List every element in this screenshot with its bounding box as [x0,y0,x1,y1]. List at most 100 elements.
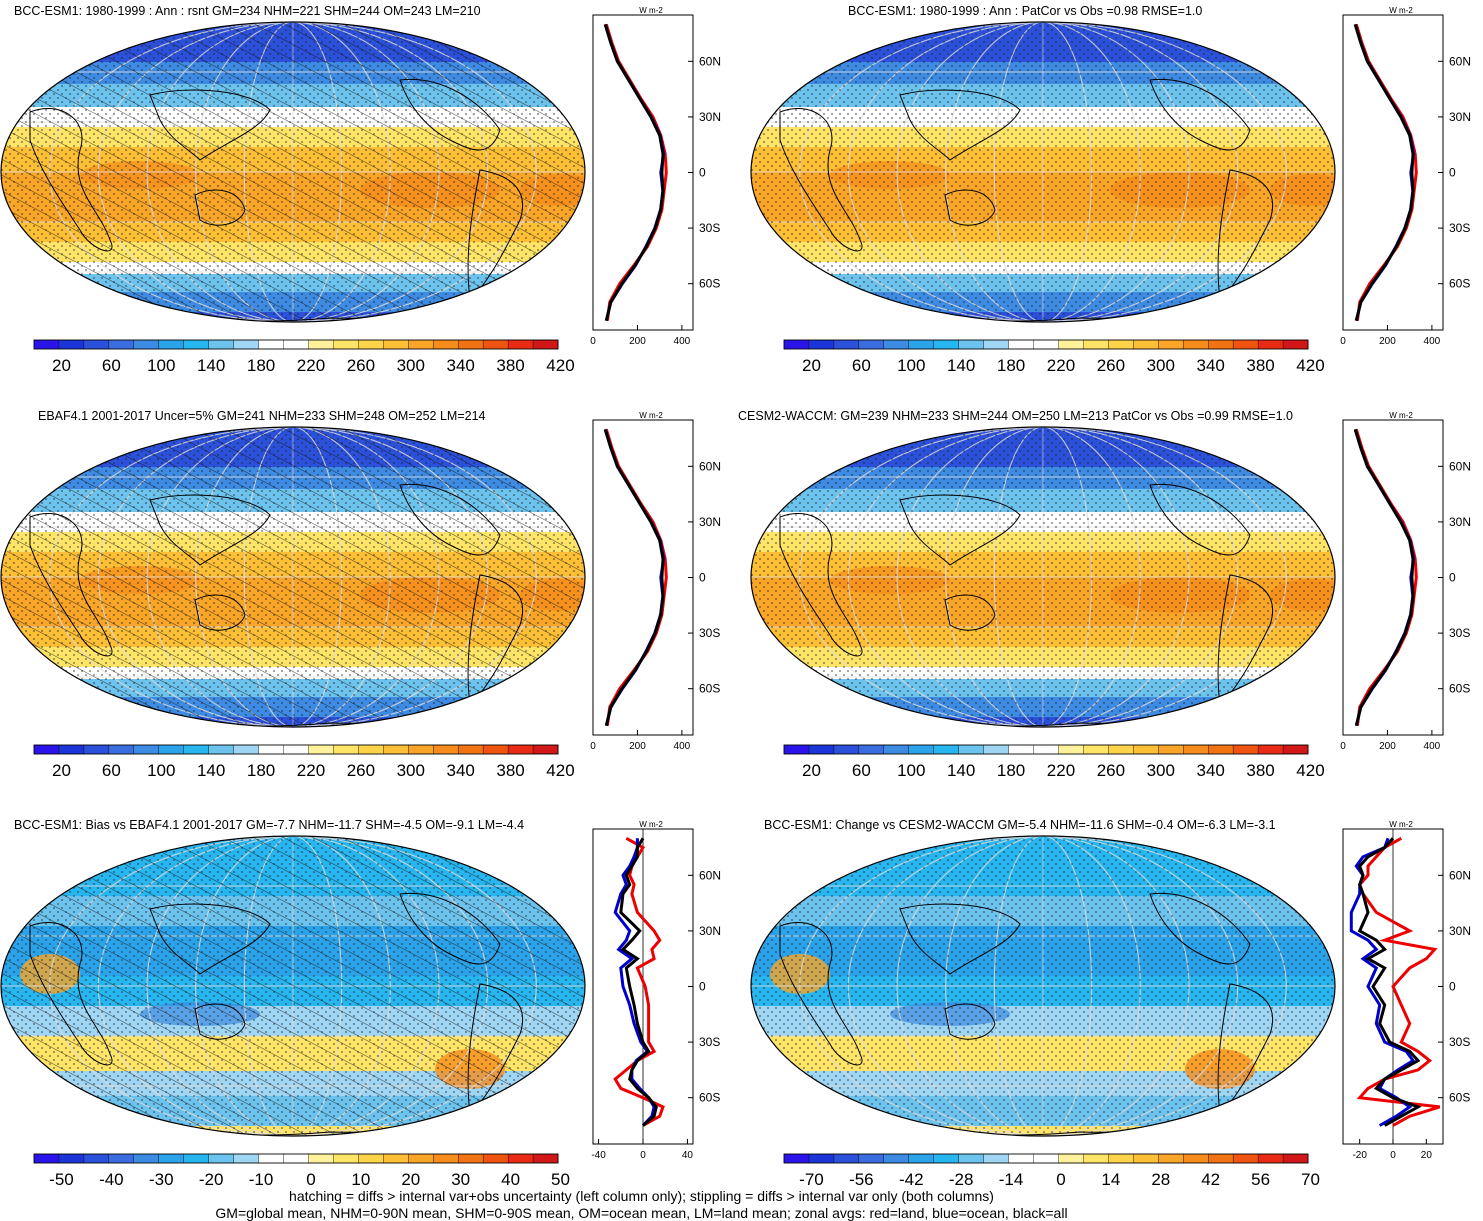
latitude-tick-label: 30S [699,221,720,235]
footer-note-2: GM=global mean, NHM=0-90N mean, SHM=0-90… [215,1205,1068,1221]
colorbar-cell [858,1153,885,1164]
profile-x-tick-label: 0 [1340,741,1346,752]
colorbar-tick-label: 20 [802,356,821,375]
latitude-tick-label: 30S [699,626,720,640]
colorbar-tick-label: 260 [1097,356,1125,375]
colorbar-tick-label: 340 [446,761,474,780]
map-field [751,836,1335,1136]
colorbar-tick-label: 100 [147,356,175,375]
colorbar-cell [283,1153,309,1164]
colorbar-cell [783,1153,810,1164]
profile-x-tick-label: 400 [1424,741,1441,752]
profile-x-tick-label: 400 [674,741,691,752]
colorbar-tick-label: -10 [249,1170,274,1189]
colorbar-tick-label: 300 [1147,761,1175,780]
colorbar-cell [783,744,810,755]
colorbar-cell [532,339,559,350]
colorbar-tick-label: 0 [306,1170,315,1189]
colorbar-cell [408,339,434,350]
colorbar-cell [1232,1153,1259,1164]
colorbar-tick-label: 140 [947,761,975,780]
colorbar: 20 60 100 140 180 220 260 300 340 380 420 [33,339,575,375]
profile-x-tick-label: 200 [629,336,646,347]
colorbar-cell [433,1153,459,1164]
land-zonal-mean-line [613,836,665,1127]
colorbar-cell [233,744,260,755]
colorbar-cell [1282,339,1309,350]
colorbar-tick-label: 260 [347,356,375,375]
latitude-tick-label: 60N [699,868,721,882]
latitude-tick-label: 60S [1449,682,1470,696]
colorbar-cell [233,1153,260,1164]
colorbar-tick-label: 0 [1056,1170,1065,1189]
colorbar-tick-label: 380 [496,356,524,375]
colorbar-tick-label: 140 [197,761,225,780]
panel-graphic: -50 -40 -30 -20 -10 0 10 20 30 40 50 W m-2 60N 30N 0 30… [0,820,721,1189]
colorbar-cell [83,339,110,350]
colorbar-cell [457,1153,484,1164]
colorbar-cell [83,744,110,755]
profile-x-tick-label: 400 [1424,336,1441,347]
panel-graphic: -70 -56 -42 -28 -14 0 14 28 42 56 70 W m-2 60N 30N 0 30… [750,820,1471,1189]
colorbar-cell [1133,339,1159,350]
colorbar-cell [883,339,910,350]
panel-2: BCC-ESM1: 1980-1999 : Ann : PatCor vs Ob… [750,0,1483,390]
profile-x-tick-label: 0 [1340,336,1346,347]
colorbar-tick-label: 340 [446,356,474,375]
colorbar-cell [383,1153,409,1164]
colorbar-cell [1108,339,1134,350]
latitude-tick-label: 0 [1449,166,1456,180]
colorbar-cell [983,744,1010,755]
colorbar-tick-label: -40 [99,1170,124,1189]
colorbar-cell [933,744,960,755]
all-zonal-mean-line [1353,428,1415,727]
colorbar-cell [258,744,285,755]
colorbar-tick-label: 300 [1147,356,1175,375]
colorbar-cell [1183,744,1209,755]
colorbar-cell [1207,744,1234,755]
latitude-tick-label: 30N [699,515,721,529]
latitude-tick-label: 30S [699,1035,720,1049]
colorbar-cell [1282,1153,1309,1164]
map-border [750,426,1336,728]
colorbar-tick-label: 420 [1296,761,1324,780]
all-zonal-mean-line [1357,837,1422,1127]
colorbar-cell [358,1153,384,1164]
colorbar-cell [1058,1153,1084,1164]
panel-graphic: 20 60 100 140 180 220 260 300 340 380 420 W m-2 60N 3… [0,411,721,780]
colorbar-tick-label: 420 [1296,356,1324,375]
colorbar-tick-label: 260 [347,761,375,780]
colorbar-tick-label: 10 [351,1170,370,1189]
colorbar-cell [858,339,885,350]
latitude-tick-label: 30S [1449,221,1470,235]
colorbar-cell [308,339,334,350]
latitude-tick-label: 30N [699,924,721,938]
zonal-profile: W m-2 60N 30N 0 30S 60S 0 200 400 [590,6,721,347]
colorbar-tick-label: 140 [947,356,975,375]
colorbar-cell [158,744,185,755]
colorbar-cell [358,744,384,755]
colorbar-cell [1257,744,1284,755]
map-border [0,835,586,1137]
colorbar-tick-label: -30 [149,1170,174,1189]
colorbar-cell [1108,1153,1134,1164]
colorbar-tick-label: 20 [52,761,71,780]
colorbar-tick-label: -56 [849,1170,874,1189]
colorbar-cell [507,1153,534,1164]
colorbar-cell [507,339,534,350]
colorbar-cell [383,339,409,350]
colorbar-cell [1058,339,1084,350]
map-field [1,22,585,322]
colorbar-cell [532,1153,559,1164]
profile-x-tick-label: -20 [1352,1150,1367,1161]
colorbar-cell [1207,1153,1234,1164]
latitude-tick-label: 30S [1449,1035,1470,1049]
colorbar-cell [983,339,1010,350]
colorbar-tick-label: 20 [401,1170,420,1189]
colorbar-tick-label: 50 [551,1170,570,1189]
colorbar-tick-label: 180 [247,761,275,780]
latitude-tick-label: 0 [699,571,706,585]
colorbar-cell [1033,339,1059,350]
colorbar-tick-label: 340 [1196,356,1224,375]
colorbar-cell [1083,339,1109,350]
